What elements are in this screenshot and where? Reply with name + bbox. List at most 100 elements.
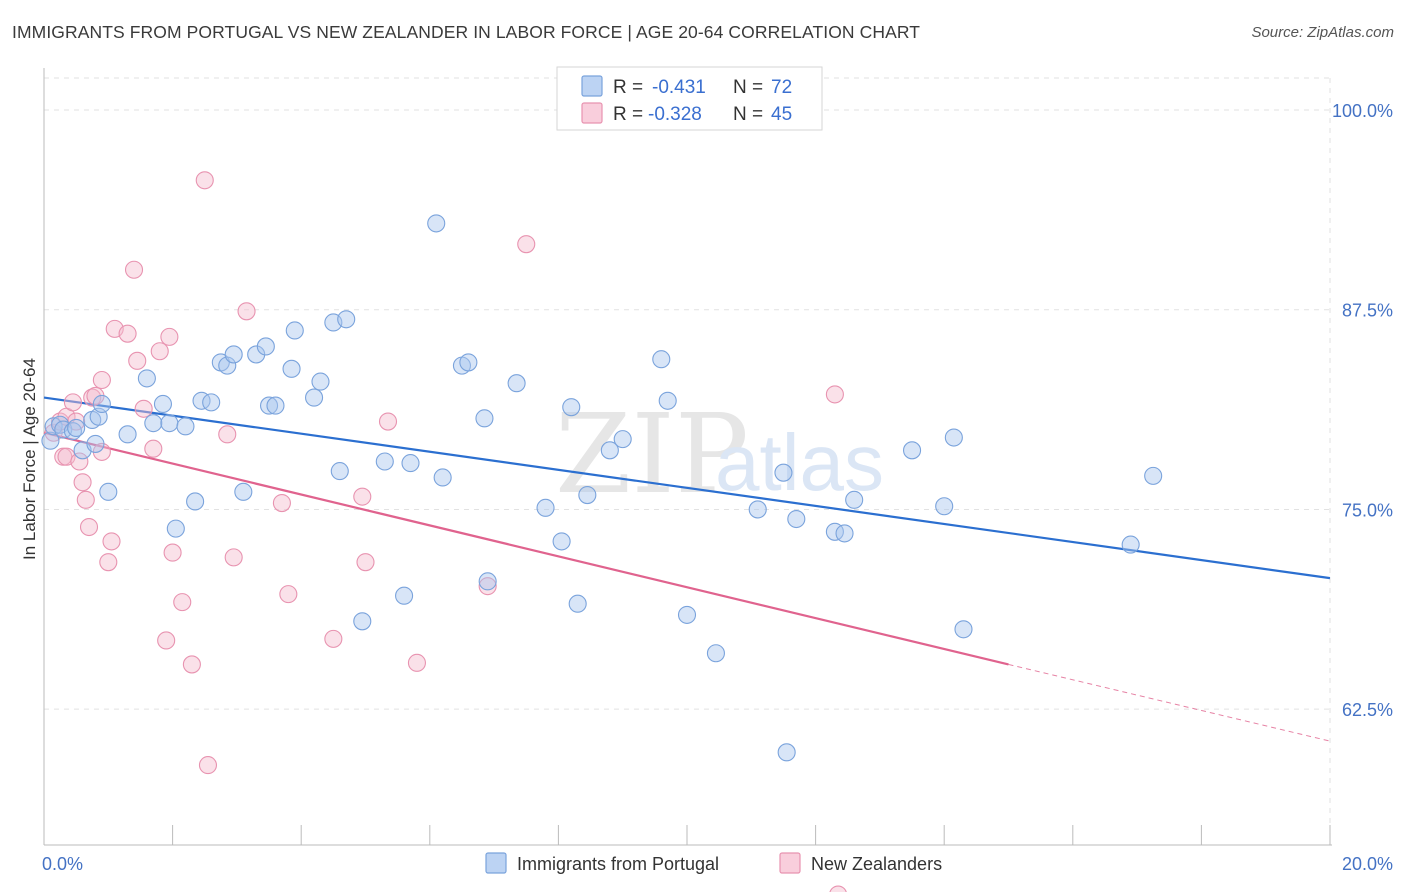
point-portugal-35 [330, 462, 349, 481]
point-portugal-64 [835, 524, 854, 543]
point-portugal-12 [118, 425, 137, 444]
point-portugal-47 [507, 374, 526, 393]
trend-line-portugal [43, 396, 1331, 580]
point-new-zealanders-35 [279, 585, 298, 604]
point-new-zealanders-24 [157, 631, 176, 650]
point-portugal-57 [677, 605, 697, 624]
point-new-zealanders-43 [825, 385, 844, 404]
legend-n-label-blue: N = [733, 77, 763, 98]
point-portugal-0 [41, 431, 60, 450]
point-portugal-60 [774, 463, 793, 482]
point-portugal-71 [1144, 466, 1163, 485]
point-portugal-13 [137, 369, 156, 388]
legend-stats: R = -0.431 N = 72 R = -0.328 N = 45 [556, 66, 823, 131]
point-portugal-27 [256, 337, 275, 356]
point-portugal-39 [395, 586, 414, 605]
point-new-zealanders-26 [163, 543, 182, 562]
point-portugal-61 [777, 743, 796, 762]
point-portugal-17 [166, 519, 185, 538]
point-new-zealanders-31 [218, 425, 237, 444]
point-portugal-70 [1121, 535, 1140, 554]
point-new-zealanders-36 [324, 629, 343, 648]
point-portugal-66 [902, 441, 922, 460]
point-new-zealanders-29 [195, 171, 214, 190]
trend-layer [43, 396, 1331, 742]
legend-bottom-swatch-pink [779, 852, 801, 874]
y-tick-label-2: 87.5% [1342, 301, 1393, 321]
point-portugal-52 [578, 486, 597, 505]
point-portugal-44 [459, 353, 478, 372]
point-portugal-41 [427, 214, 446, 233]
point-portugal-51 [568, 594, 587, 613]
x-tick-label-max: 20.0% [1342, 854, 1393, 874]
point-portugal-67 [935, 497, 954, 516]
point-new-zealanders-38 [356, 553, 375, 572]
point-portugal-38 [375, 452, 394, 471]
point-portugal-32 [305, 388, 324, 407]
point-portugal-54 [613, 430, 632, 449]
point-new-zealanders-22 [144, 439, 163, 458]
point-portugal-14 [144, 414, 163, 433]
point-new-zealanders-19 [124, 260, 144, 279]
axis-layer [43, 68, 1332, 846]
point-new-zealanders-21 [134, 399, 153, 418]
point-portugal-28 [259, 396, 279, 415]
point-new-zealanders-23 [150, 342, 169, 361]
point-portugal-37 [353, 612, 372, 631]
chart-title: IMMIGRANTS FROM PORTUGAL VS NEW ZEALANDE… [12, 22, 921, 42]
point-new-zealanders-13 [92, 370, 111, 390]
chart-source: Source: ZipAtlas.com [1251, 24, 1394, 41]
point-new-zealanders-40 [407, 653, 426, 672]
point-portugal-5 [67, 418, 86, 437]
point-new-zealanders-20 [128, 351, 147, 370]
point-portugal-59 [748, 500, 767, 519]
point-new-zealanders-8 [73, 473, 92, 492]
point-new-zealanders-7 [70, 452, 89, 471]
point-new-zealanders-33 [237, 302, 256, 321]
legend-r-label-pink: R = [613, 104, 643, 125]
point-new-zealanders-25 [160, 327, 179, 346]
point-new-zealanders-28 [182, 655, 201, 674]
series-portugal-points [41, 214, 1163, 762]
point-new-zealanders-37 [353, 487, 372, 506]
point-portugal-58 [706, 644, 725, 663]
legend-bottom-label-portugal: Immigrants from Portugal [517, 854, 719, 874]
y-tick-label-0: 62.5% [1342, 700, 1393, 720]
point-portugal-49 [552, 532, 571, 551]
point-portugal-18 [176, 417, 195, 436]
trend-line-new-zealanders-extension [1008, 663, 1331, 742]
point-portugal-40 [401, 454, 420, 473]
y-axis-label: In Labor Force | Age 20-64 [20, 358, 39, 560]
point-new-zealanders-44 [829, 885, 847, 892]
trend-line-new-zealanders [43, 431, 1009, 666]
point-new-zealanders-42 [517, 235, 536, 254]
point-new-zealanders-18 [118, 324, 137, 343]
point-portugal-4 [63, 422, 82, 441]
legend-n-label-pink: N = [733, 104, 763, 125]
point-new-zealanders-32 [224, 548, 243, 567]
watermark-zip: ZIP [555, 390, 749, 518]
point-new-zealanders-5 [63, 393, 82, 412]
point-portugal-10 [92, 394, 111, 414]
point-new-zealanders-15 [99, 553, 118, 572]
point-portugal-23 [218, 356, 237, 375]
point-new-zealanders-10 [83, 388, 102, 407]
legend-swatch-blue [581, 75, 603, 97]
point-new-zealanders-30 [198, 756, 218, 775]
point-portugal-16 [160, 414, 179, 433]
point-new-zealanders-9 [76, 490, 95, 509]
legend-r-label-blue: R = [613, 77, 643, 98]
point-portugal-53 [600, 441, 619, 460]
point-portugal-56 [658, 391, 677, 410]
point-new-zealanders-27 [173, 593, 192, 612]
point-portugal-42 [433, 468, 452, 487]
y-tick-label-3: 100.0% [1332, 101, 1393, 121]
legend-bottom-label-nz: New Zealanders [811, 854, 942, 874]
point-new-zealanders-11 [79, 517, 99, 537]
point-portugal-11 [99, 482, 118, 501]
point-portugal-31 [285, 321, 304, 340]
point-portugal-69 [954, 620, 973, 639]
point-portugal-30 [282, 359, 301, 378]
point-new-zealanders-41 [478, 577, 497, 596]
